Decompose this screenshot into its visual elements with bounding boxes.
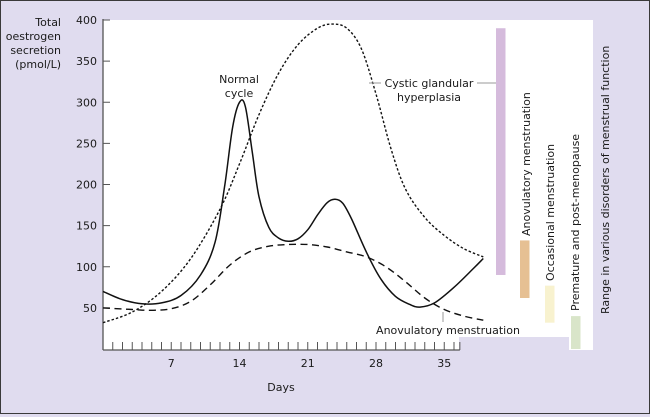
y-tick-label: 100 <box>76 261 97 274</box>
annotation-anovulatory-text: Anovulatory menstruation <box>376 324 520 337</box>
plot-background-lower-cut <box>459 337 569 351</box>
y-tick-label: 250 <box>76 137 97 150</box>
annotation-normal-cycle-line: Normal <box>219 73 259 86</box>
x-tick-label: 35 <box>437 357 451 370</box>
y-axis-label-line: (pmol/L) <box>15 58 61 71</box>
range-bars-title: Range in various disorders of menstrual … <box>599 46 612 314</box>
annotation-normal-cycle-line: cycle <box>225 87 254 100</box>
x-tick-label: 7 <box>168 357 175 370</box>
y-ticks: 50 100 150 200 250 300 350 400 <box>76 14 110 315</box>
y-tick-label: 300 <box>76 96 97 109</box>
range-bar-occasional-menstruation <box>545 285 555 323</box>
range-bars <box>496 28 581 349</box>
range-bar-premature-and-post-menopause <box>571 316 581 349</box>
y-tick-label: 400 <box>76 14 97 27</box>
series-line-normal-cycle <box>102 99 484 308</box>
x-ticks: 7 14 21 28 35 <box>112 342 461 370</box>
range-bar-anovulatory-menstruation <box>520 240 530 299</box>
y-tick-label: 200 <box>76 179 97 192</box>
x-axis-label: Days <box>267 381 295 394</box>
annotation-cystic-line: hyperplasia <box>397 91 461 104</box>
y-axis-label-line: secretion <box>10 44 61 57</box>
x-tick-label: 21 <box>301 357 315 370</box>
y-tick-label: 50 <box>83 302 97 315</box>
bar-label-anovulatory: Anovulatory menstruation <box>520 92 533 236</box>
y-tick-label: 150 <box>76 220 97 233</box>
annotation-cystic-line: Cystic glandular <box>385 77 474 90</box>
x-tick-label: 28 <box>369 357 383 370</box>
y-tick-label: 350 <box>76 55 97 68</box>
bar-label-occasional: Occasional menstruation <box>544 144 557 281</box>
series-lines <box>102 23 484 324</box>
annotation-cystic-hyperplasia: Cystic glandular hyperplasia <box>369 77 496 104</box>
y-axis-label: Total oestrogen secretion (pmol/L) <box>6 16 61 71</box>
bar-label-premature: Premature and post-menopause <box>569 134 582 311</box>
y-axis-label-line: oestrogen <box>6 30 61 43</box>
y-axis-label-line: Total <box>34 16 61 29</box>
series-line-anovulatory-menstruation <box>102 243 484 321</box>
annotation-anovulatory: Anovulatory menstruation <box>376 312 520 337</box>
range-bar-cystic-glandular-hyperplasia <box>496 28 506 275</box>
x-tick-label: 14 <box>233 357 247 370</box>
annotation-normal-cycle: Normal cycle <box>219 73 259 100</box>
plot-background <box>103 20 593 350</box>
series-line-cystic-glandular-hyperplasia <box>102 23 484 324</box>
